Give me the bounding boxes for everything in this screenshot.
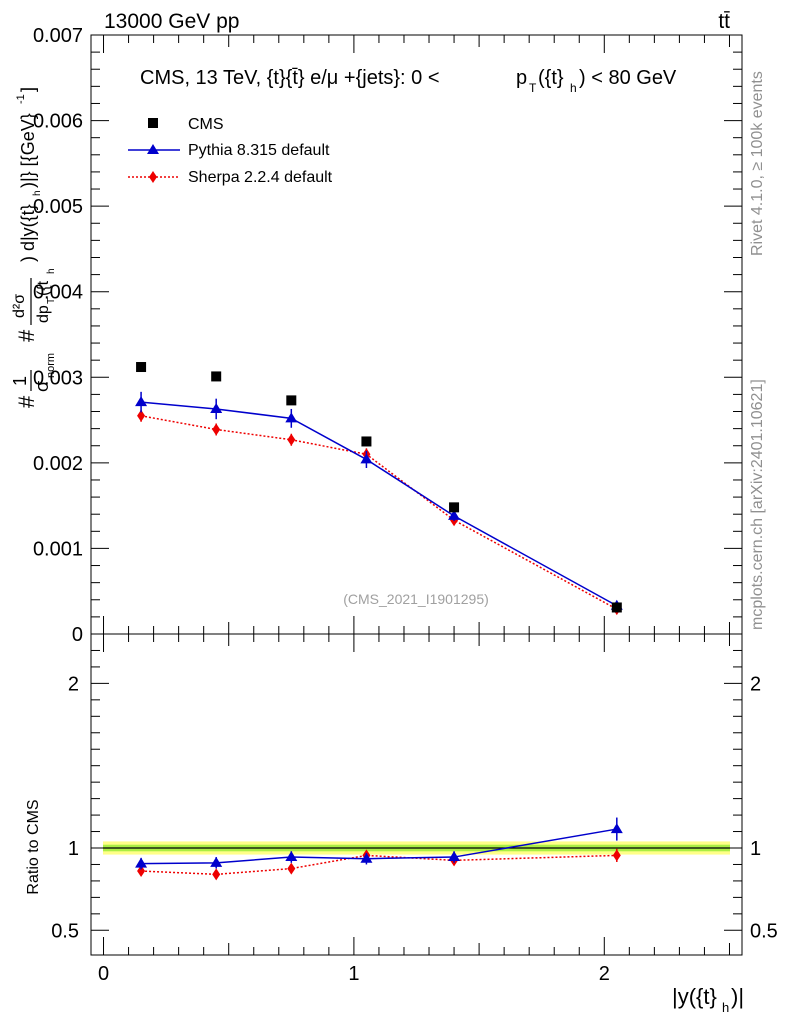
cms-point bbox=[286, 395, 297, 406]
svg-text:-1: -1 bbox=[15, 94, 27, 104]
y-tick-label: 0.004 bbox=[33, 282, 83, 304]
pythia-point bbox=[448, 509, 461, 520]
ratio-y-axis: 0.5 0.5 1 1 2 2 bbox=[51, 649, 778, 942]
legend-cms-label: CMS bbox=[188, 116, 224, 133]
main-y-axis: 0 0.001 0.002 0.003 0.004 0.005 0.006 0.007 bbox=[33, 25, 742, 646]
pythia-ratio-point bbox=[210, 856, 223, 867]
sherpa-ratio-point bbox=[612, 849, 621, 862]
x-tick-label: 0 bbox=[98, 963, 109, 985]
svg-text:h: h bbox=[46, 268, 57, 274]
x-tick-label: 2 bbox=[599, 963, 610, 985]
y-tick-label: 0.006 bbox=[33, 111, 83, 133]
svg-text:]: ] bbox=[18, 87, 38, 92]
pythia-ratio-point bbox=[135, 857, 148, 868]
svg-text:#: # bbox=[14, 395, 39, 408]
x-axis-title: |y({t} h )| bbox=[672, 984, 744, 1015]
ratio-tick-label: 1 bbox=[68, 838, 79, 860]
rivet-label: Rivet 4.1.0, ≥ 100k events bbox=[749, 71, 766, 256]
svg-text:h: h bbox=[32, 190, 43, 196]
y-tick-label: 0.007 bbox=[33, 25, 83, 47]
sherpa-point bbox=[137, 409, 146, 422]
title-end: ) < 80 GeV bbox=[579, 67, 677, 89]
pythia-line bbox=[141, 401, 618, 607]
legend-pythia-label: Pythia 8.315 default bbox=[188, 142, 330, 159]
svg-text:#: # bbox=[14, 329, 39, 342]
cms-point bbox=[136, 362, 147, 373]
svg-text:h: h bbox=[722, 1000, 729, 1015]
ratio-tick-label-right: 1 bbox=[750, 838, 761, 860]
pythia-point bbox=[285, 412, 298, 423]
sherpa-line bbox=[140, 415, 618, 610]
source-label: mcplots.cern.ch [arXiv:2401.10621] bbox=[749, 379, 766, 630]
y-axis-title: # 1 σ norm # d²σ dp T ({t h ) d|y({t} h … bbox=[10, 87, 57, 408]
svg-text:({t: ({t bbox=[35, 280, 52, 296]
svg-text:d²σ: d²σ bbox=[11, 294, 28, 318]
ratio-panel-frame bbox=[90, 633, 743, 956]
y-tick-label: 0.003 bbox=[33, 367, 83, 389]
process-label: tt̄ bbox=[718, 10, 730, 33]
ratio-y-axis-title: Ratio to CMS bbox=[25, 799, 42, 894]
sherpa-ratio-point bbox=[212, 868, 221, 881]
title-main: CMS, 13 TeV, {t}{t̄} e/μ +{jets}: 0 < bbox=[140, 67, 440, 89]
ratio-tick-label-right: 0.5 bbox=[750, 920, 778, 942]
sherpa-ratio-point bbox=[137, 865, 146, 878]
svg-text:CMS, 13 TeV, {t}{t̄} e/μ +{jet: CMS, 13 TeV, {t}{t̄} e/μ +{jets}: 0 < bbox=[140, 67, 440, 89]
ratio-tick-label: 2 bbox=[68, 673, 79, 695]
svg-text:1: 1 bbox=[10, 376, 30, 386]
ratio-band bbox=[103, 841, 730, 855]
pythia-ratio-line bbox=[141, 828, 617, 865]
svg-text:dp: dp bbox=[35, 305, 52, 323]
chart-title: CMS, 13 TeV, {t}{t̄} e/μ +{jets}: 0 < p … bbox=[140, 67, 677, 95]
legend: CMS Pythia 8.315 default Sherpa 2.2.4 de… bbox=[128, 116, 333, 186]
energy-label: 13000 GeV pp bbox=[104, 10, 239, 33]
y-tick-label: 0.005 bbox=[33, 196, 83, 218]
cms-point bbox=[611, 602, 622, 613]
cms-point bbox=[361, 436, 372, 447]
svg-text:σ: σ bbox=[32, 381, 52, 392]
pythia-ratio-point bbox=[610, 823, 623, 834]
legend-cms-marker bbox=[148, 118, 158, 128]
x-axis: 0 1 2 bbox=[98, 35, 730, 985]
svg-text:T: T bbox=[46, 298, 57, 304]
ratio-data-marks bbox=[135, 817, 623, 881]
main-data-marks bbox=[135, 362, 623, 616]
pythia-ratio-point bbox=[285, 851, 298, 862]
title-pt: p bbox=[516, 67, 527, 89]
ratio-tick-label: 0.5 bbox=[51, 920, 79, 942]
title-pt-sub: T bbox=[529, 81, 537, 95]
y-tick-label: 0.001 bbox=[33, 538, 83, 560]
ratio-tick-label-right: 2 bbox=[750, 673, 761, 695]
y-tick-label: 0 bbox=[72, 624, 83, 646]
svg-text:)|} [{GeV}: )|} [{GeV} bbox=[18, 113, 38, 188]
legend-pythia-marker bbox=[147, 144, 159, 154]
cms-point bbox=[211, 371, 222, 382]
legend-sherpa-label: Sherpa 2.2.4 default bbox=[188, 169, 333, 186]
svg-text:norm: norm bbox=[45, 353, 57, 378]
pythia-ratio-point bbox=[360, 852, 373, 863]
title-mid: ({t} bbox=[538, 67, 564, 89]
sherpa-point bbox=[212, 423, 221, 436]
pythia-point bbox=[210, 402, 223, 413]
pythia-point bbox=[360, 453, 373, 464]
x-tick-label: 1 bbox=[348, 963, 359, 985]
svg-text:) d|y({t}: ) d|y({t} bbox=[18, 204, 38, 262]
pythia-ratio-point bbox=[448, 851, 461, 862]
title-mid-sub: h bbox=[570, 81, 577, 95]
legend-sherpa-marker bbox=[149, 171, 157, 183]
cms-point bbox=[449, 502, 460, 513]
sherpa-ratio-point bbox=[287, 862, 296, 875]
svg-text:)|: )| bbox=[731, 984, 744, 1009]
sherpa-point bbox=[287, 433, 296, 446]
pythia-point bbox=[135, 396, 148, 407]
sherpa-ratio-line bbox=[141, 854, 617, 876]
analysis-label: (CMS_2021_I1901295) bbox=[343, 591, 489, 607]
svg-text:|y({t}: |y({t} bbox=[672, 984, 717, 1009]
y-tick-label: 0.002 bbox=[33, 453, 83, 475]
